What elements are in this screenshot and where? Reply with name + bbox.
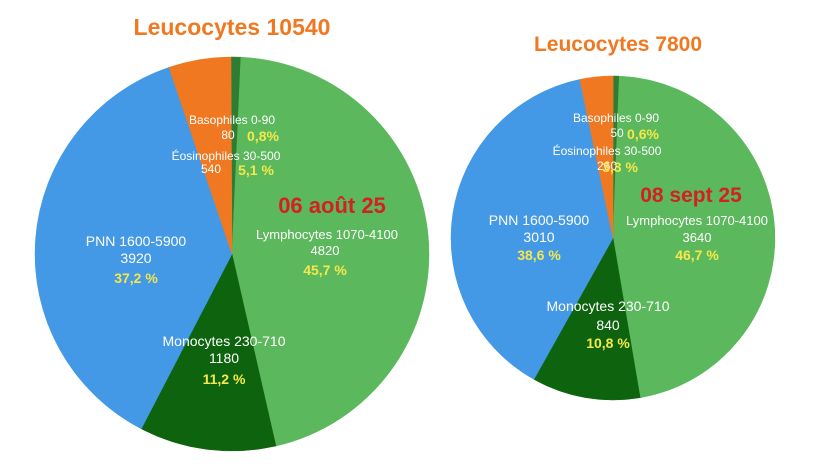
slice-count-pnn: 3010 xyxy=(523,229,554,245)
date-label: 08 sept 25 xyxy=(640,184,742,207)
pie-slice-lymphocytes xyxy=(612,75,776,398)
slice-label-pnn: PNN 1600-5900 xyxy=(489,212,590,228)
slice-percent-lymphocytes: 45,7 % xyxy=(303,262,347,278)
pie-slice-osinophiles xyxy=(168,56,233,255)
chart-title: Leucocytes 7800 xyxy=(534,33,702,56)
slice-label-osinophiles: Éosinophiles 30-500 xyxy=(553,143,662,158)
slice-count-monocytes: 1180 xyxy=(209,350,239,366)
slice-label-monocytes: Monocytes 230-710 xyxy=(547,298,670,314)
slice-percent-pnn: 38,6 % xyxy=(517,247,561,263)
slice-percent-osinophiles: 5,1 % xyxy=(238,162,274,178)
slice-percent-monocytes: 10,8 % xyxy=(586,335,630,351)
slice-percent-monocytes: 11,2 % xyxy=(203,371,246,387)
slice-count-monocytes: 840 xyxy=(596,317,620,333)
pie-slice-pnn xyxy=(34,67,233,430)
slice-count-lymphocytes: 3640 xyxy=(683,230,712,245)
pie-slice-lymphocytes xyxy=(231,56,430,447)
slice-label-lymphocytes: Lymphocytes 1070-4100 xyxy=(256,227,398,242)
slice-percent-osinophiles: 3,3 % xyxy=(602,159,638,175)
slice-label-lymphocytes: Lymphocytes 1070-4100 xyxy=(626,213,768,228)
pie-slice-osinophiles xyxy=(579,75,614,239)
slice-count-osinophiles: 540 xyxy=(201,162,221,176)
slice-count-osinophiles: 260 xyxy=(597,159,617,173)
slice-percent-pnn: 37,2 % xyxy=(114,270,158,286)
slice-label-pnn: PNN 1600-5900 xyxy=(86,233,187,249)
slice-label-osinophiles: Éosinophiles 30-500 xyxy=(172,148,281,163)
slice-count-basophiles: 50 xyxy=(610,126,624,140)
slice-count-pnn: 3920 xyxy=(120,250,151,266)
slice-label-basophiles: Basophiles 0-90 xyxy=(189,113,275,127)
pie-chart-sept: Leucocytes 7800 08 sept 25 Basophiles 0-90… xyxy=(450,33,776,401)
slice-label-monocytes: Monocytes 230-710 xyxy=(163,333,286,349)
slice-count-lymphocytes: 4820 xyxy=(311,243,340,258)
slice-percent-basophiles: 0,6% xyxy=(627,126,659,142)
pie-slice-pnn xyxy=(450,79,614,380)
slice-label-basophiles: Basophiles 0-90 xyxy=(573,111,659,125)
chart-title: Leucocytes 10540 xyxy=(134,14,331,40)
pie-slice-monocytes xyxy=(140,253,277,452)
pie-slice-monocytes xyxy=(533,237,641,401)
slice-percent-lymphocytes: 46,7 % xyxy=(675,247,719,263)
date-label: 06 août 25 xyxy=(278,193,386,218)
slice-count-basophiles: 80 xyxy=(221,128,235,142)
slice-percent-basophiles: 0,8% xyxy=(247,128,279,144)
pie-chart-aout: Leucocytes 10540 06 août 25 Basophiles 0-9… xyxy=(34,14,430,452)
